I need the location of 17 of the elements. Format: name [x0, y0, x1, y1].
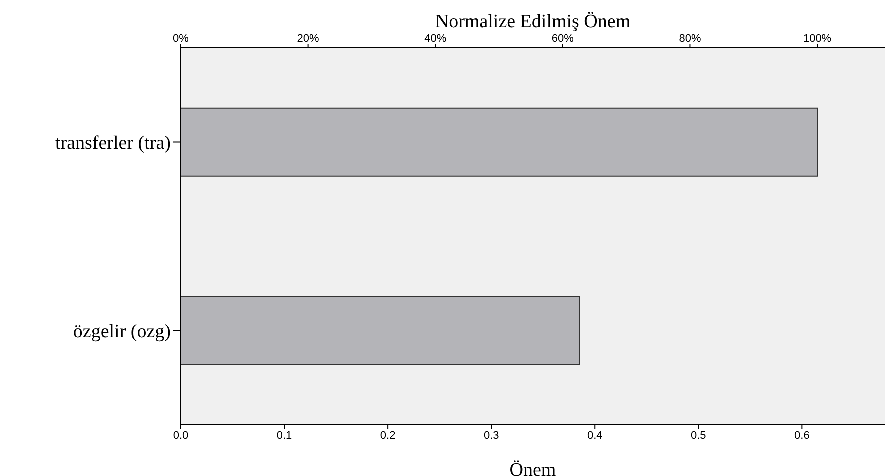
x-tick-label: 0.5: [691, 430, 706, 442]
x-tick-label: 0.0: [173, 430, 189, 442]
x-tick-label: 0.6: [794, 430, 810, 442]
x-axis-title: Önem: [510, 460, 556, 476]
x-tick-label: 0.4: [587, 430, 603, 442]
y-tick-label: transferler (tra): [55, 132, 171, 154]
x2-tick-label: 20%: [297, 33, 320, 45]
x2-axis-title: Normalize Edilmiş Önem: [435, 11, 631, 32]
x2-tick-label: 0%: [173, 33, 190, 45]
x2-tick-label: 100%: [803, 33, 832, 45]
x-tick-label: 0.3: [484, 430, 500, 442]
x2-tick-label: 60%: [552, 33, 574, 45]
x-tick-label: 0.1: [276, 430, 292, 442]
y-tick-label: özgelir (ozg): [73, 321, 171, 342]
x2-tick-label: 80%: [679, 33, 702, 45]
x2-tick-label: 40%: [424, 33, 447, 45]
x-tick-label: 0.2: [380, 430, 396, 442]
